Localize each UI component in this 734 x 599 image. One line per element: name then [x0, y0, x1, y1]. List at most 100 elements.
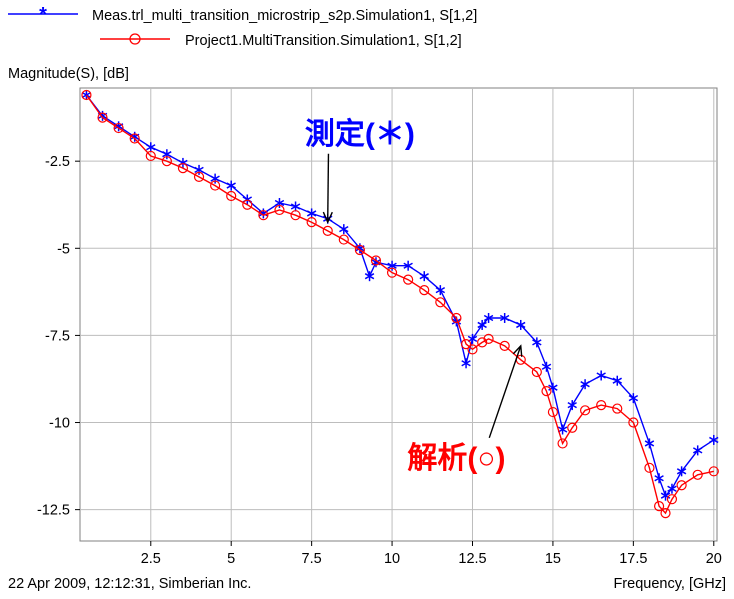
x-tick-label: 2.5 [141, 551, 161, 567]
ticks: 2.5 5 7.5 10 12.5 15 17.5 20 -2.5 -5 -7.5 -10 -12.5 [37, 154, 722, 567]
x-tick-label: 12.5 [458, 551, 486, 567]
data-point [612, 403, 623, 414]
annotation-arrowhead [322, 211, 333, 224]
annotation-label: 解析(○) [407, 442, 505, 475]
data-point [274, 197, 285, 208]
legend: * Meas.trl_multi_transition_microstrip_s… [8, 4, 477, 49]
data-point [596, 400, 607, 411]
data-point [628, 393, 639, 404]
annotation-arrow [327, 153, 330, 223]
data-point [580, 379, 590, 390]
data-point [226, 180, 236, 191]
data-point [612, 375, 622, 386]
data-point [644, 438, 655, 449]
data-point [461, 358, 471, 369]
data-point [145, 150, 156, 162]
data-point [666, 494, 678, 505]
x-tick-label: 20 [706, 551, 722, 567]
data-point [708, 466, 719, 477]
annotation-arrowhead [512, 344, 523, 357]
data-point [81, 89, 92, 101]
x-tick-label: 15 [545, 551, 561, 567]
data-point [386, 267, 398, 278]
data-point [435, 297, 446, 308]
data-point [451, 312, 462, 324]
data-point [129, 133, 140, 144]
y-tick-label: -2.5 [45, 154, 70, 170]
data-point [419, 285, 430, 296]
data-point [162, 149, 172, 160]
data-point [435, 285, 446, 296]
x-axis-label: Frequency, [GHz] [613, 576, 726, 592]
data-point [579, 405, 591, 416]
legend-label-simulated: Project1.MultiTransition.Simulation1, S[… [185, 33, 462, 49]
data-point [628, 417, 639, 428]
data-point [97, 112, 108, 123]
data-point [226, 190, 237, 202]
data-point [387, 260, 397, 271]
data-point [541, 361, 552, 372]
series-line [85, 94, 714, 515]
data-point [274, 204, 285, 216]
data-point [339, 224, 349, 235]
footer-timestamp: 22 Apr 2009, 12:12:31, Simberian Inc. [8, 576, 251, 592]
data-point [81, 89, 92, 100]
data-point [676, 466, 687, 477]
data-point [354, 244, 365, 256]
data-point [306, 217, 317, 228]
data-point [290, 210, 301, 221]
data-point [419, 271, 429, 282]
x-tick-label: 7.5 [302, 551, 322, 567]
data-point [654, 473, 664, 484]
data-point [516, 319, 526, 330]
data-point [499, 340, 510, 351]
data-point [177, 163, 189, 174]
data-point [467, 344, 478, 355]
y-tick-label: -12.5 [37, 503, 70, 519]
data-point [477, 337, 488, 348]
legend-marker-circle [129, 33, 141, 45]
data-point [403, 274, 414, 285]
data-point [210, 180, 221, 191]
series-0 [81, 89, 719, 501]
data-point [242, 199, 253, 210]
data-point [370, 255, 382, 266]
data-point [499, 312, 510, 323]
data-point [161, 156, 172, 167]
data-point [567, 400, 577, 411]
y-tick-label: -7.5 [45, 328, 70, 344]
grid [80, 88, 717, 541]
annotations: 測定(＊) 解析(○) [305, 117, 523, 475]
data-point [210, 173, 220, 184]
legend-marker-asterisk: * [39, 4, 47, 26]
data-point [660, 508, 671, 519]
series-1 [81, 89, 719, 519]
data-point [541, 386, 552, 397]
x-tick-label: 10 [384, 551, 400, 567]
data-point [113, 122, 124, 134]
x-tick-label: 5 [227, 551, 235, 567]
data-point [547, 406, 559, 418]
data-point [460, 339, 472, 350]
data-point [653, 501, 665, 512]
annotation-0: 測定(＊) [305, 117, 415, 224]
data-point [709, 434, 719, 445]
data-point [338, 234, 349, 245]
data-point [692, 469, 703, 480]
data-point [644, 462, 655, 473]
data-point [667, 483, 677, 494]
x-tick-label: 17.5 [619, 551, 647, 567]
data-point [483, 333, 494, 344]
annotation-1: 解析(○) [407, 344, 523, 475]
data-point [483, 312, 494, 323]
data-point [290, 201, 301, 212]
plot-area [79, 87, 718, 542]
data-point [532, 337, 542, 348]
data-point [403, 260, 413, 271]
data-point [477, 319, 487, 330]
data-point [676, 480, 687, 491]
data-point [567, 422, 578, 433]
annotation-arrow [488, 345, 522, 439]
data-point [146, 142, 156, 153]
